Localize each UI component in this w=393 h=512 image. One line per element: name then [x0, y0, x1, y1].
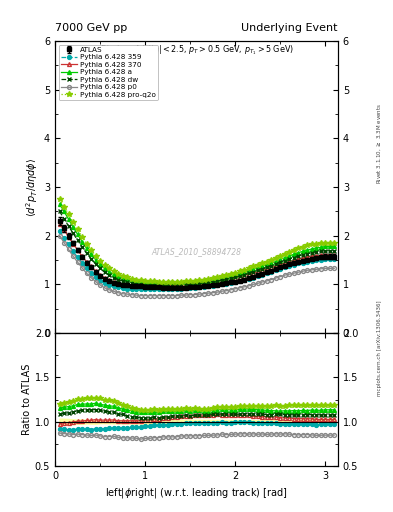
Text: 7000 GeV pp: 7000 GeV pp [55, 23, 127, 33]
Pythia 6.428 p0 [197, 291, 202, 297]
Pythia 6.428 pro-q2o [57, 196, 62, 202]
Pythia 6.428 359 [134, 286, 138, 292]
Pythia 6.428 dw [156, 282, 161, 288]
Pythia 6.428 dw [129, 281, 134, 287]
Pythia 6.428 359 [129, 286, 134, 292]
Pythia 6.428 370 [332, 252, 336, 258]
Pythia 6.428 a [332, 243, 336, 249]
Pythia 6.428 pro-q2o [228, 271, 233, 278]
Pythia 6.428 370 [111, 279, 116, 285]
Pythia 6.428 pro-q2o [156, 279, 161, 285]
Pythia 6.428 dw [111, 274, 116, 281]
Line: Pythia 6.428 p0: Pythia 6.428 p0 [58, 234, 336, 297]
Pythia 6.428 pro-q2o [300, 244, 305, 250]
Pythia 6.428 a [129, 277, 134, 283]
Pythia 6.428 359 [111, 283, 116, 289]
Pythia 6.428 a [300, 248, 305, 254]
Pythia 6.428 p0 [129, 291, 134, 297]
Pythia 6.428 370 [57, 221, 62, 227]
Pythia 6.428 p0 [332, 265, 336, 271]
Text: mcplots.cern.ch [arXiv:1306.3436]: mcplots.cern.ch [arXiv:1306.3436] [377, 301, 382, 396]
Line: Pythia 6.428 dw: Pythia 6.428 dw [58, 209, 336, 287]
Text: Underlying Event: Underlying Event [241, 23, 338, 33]
Pythia 6.428 a [228, 272, 233, 279]
Text: Rivet 3.1.10, $\geq$ 3.3M events: Rivet 3.1.10, $\geq$ 3.3M events [375, 103, 383, 184]
Pythia 6.428 a [197, 278, 202, 284]
Pythia 6.428 370 [80, 253, 84, 259]
Line: Pythia 6.428 359: Pythia 6.428 359 [58, 229, 336, 291]
Pythia 6.428 359 [300, 260, 305, 266]
Pythia 6.428 a [57, 201, 62, 207]
Pythia 6.428 359 [228, 280, 233, 286]
Pythia 6.428 p0 [80, 265, 84, 271]
Pythia 6.428 pro-q2o [332, 240, 336, 246]
Pythia 6.428 a [111, 271, 116, 278]
Pythia 6.428 370 [129, 282, 134, 288]
X-axis label: $\mathrm{left}|\phi\mathrm{right}|$ (w.r.t. leading track) [rad]: $\mathrm{left}|\phi\mathrm{right}|$ (w.r… [105, 486, 288, 500]
Pythia 6.428 pro-q2o [80, 233, 84, 240]
Pythia 6.428 dw [80, 244, 84, 250]
Pythia 6.428 dw [228, 275, 233, 281]
Pythia 6.428 p0 [228, 287, 233, 293]
Pythia 6.428 370 [134, 283, 138, 289]
Pythia 6.428 370 [197, 281, 202, 287]
Pythia 6.428 pro-q2o [129, 275, 134, 282]
Pythia 6.428 pro-q2o [111, 268, 116, 274]
Pythia 6.428 359 [57, 228, 62, 234]
Pythia 6.428 370 [228, 275, 233, 282]
Pythia 6.428 dw [332, 248, 336, 254]
Legend: ATLAS, Pythia 6.428 359, Pythia 6.428 370, Pythia 6.428 a, Pythia 6.428 dw, Pyth: ATLAS, Pythia 6.428 359, Pythia 6.428 37… [59, 45, 158, 100]
Pythia 6.428 p0 [138, 292, 143, 298]
Pythia 6.428 370 [300, 255, 305, 261]
Text: $\Sigma(p_T)$ vs $\Delta\phi$ ($|\eta| < 2.5$, $p_T > 0.5$ GeV, $p_{T_1} > 5$ Ge: $\Sigma(p_T)$ vs $\Delta\phi$ ($|\eta| <… [99, 44, 294, 57]
Pythia 6.428 dw [57, 208, 62, 215]
Y-axis label: $\langle d^2 p_T / d\eta d\phi \rangle$: $\langle d^2 p_T / d\eta d\phi \rangle$ [24, 157, 40, 217]
Line: Pythia 6.428 a: Pythia 6.428 a [58, 202, 336, 285]
Pythia 6.428 pro-q2o [197, 277, 202, 283]
Pythia 6.428 359 [80, 260, 84, 266]
Pythia 6.428 dw [300, 252, 305, 258]
Pythia 6.428 359 [197, 284, 202, 290]
Pythia 6.428 a [152, 280, 156, 286]
Pythia 6.428 p0 [300, 268, 305, 274]
Text: ATLAS_2010_S8894728: ATLAS_2010_S8894728 [151, 247, 242, 256]
Pythia 6.428 359 [332, 256, 336, 262]
Line: Pythia 6.428 370: Pythia 6.428 370 [58, 222, 336, 288]
Pythia 6.428 dw [197, 281, 202, 287]
Pythia 6.428 a [80, 239, 84, 245]
Y-axis label: Ratio to ATLAS: Ratio to ATLAS [22, 364, 32, 435]
Pythia 6.428 p0 [111, 288, 116, 294]
Pythia 6.428 p0 [57, 232, 62, 239]
Line: Pythia 6.428 pro-q2o: Pythia 6.428 pro-q2o [57, 197, 337, 284]
